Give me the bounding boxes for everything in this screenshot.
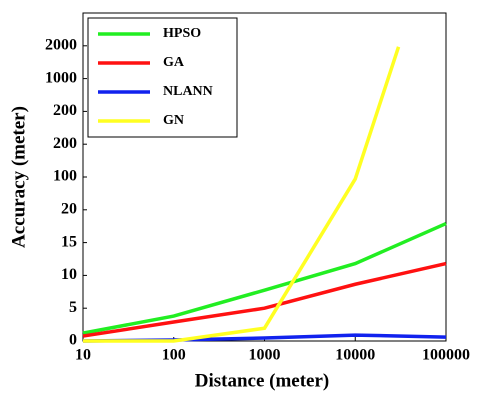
y-tick-label: 20 [61, 200, 77, 217]
legend-box [87, 17, 238, 138]
line [82, 221, 447, 335]
legend-label: NLANN [163, 84, 213, 99]
y-tick-label: 1000 [45, 69, 77, 86]
y-tick-label: 200 [53, 102, 77, 119]
legend-label: HPSO [163, 26, 201, 41]
y-tick-label: 2000 [45, 36, 77, 53]
legend-label: GN [163, 113, 184, 128]
y-tick-label: 0 [69, 332, 77, 349]
legend-label: GA [163, 55, 185, 70]
x-tick-label: 10000 [335, 347, 375, 364]
y-tick-label: 100 [53, 168, 77, 185]
line [83, 46, 401, 343]
y-axis-label: Accuracy (meter) [8, 106, 29, 248]
x-tick-label: 1000 [249, 347, 281, 364]
y-tick-label: 5 [69, 299, 77, 316]
y-tick-label: 200 [53, 135, 77, 152]
y-tick-label: 10 [61, 266, 77, 283]
x-tick-label: 100000 [422, 347, 470, 364]
line [82, 261, 447, 338]
x-tick-label: 100 [162, 347, 186, 364]
x-tick-label: 10 [75, 347, 91, 364]
y-tick-label: 15 [61, 233, 77, 250]
x-axis-label: Distance (meter) [195, 370, 330, 391]
